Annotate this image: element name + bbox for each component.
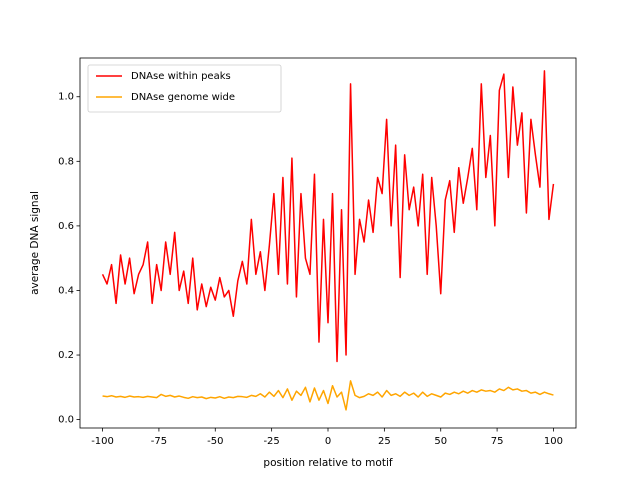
x-tick-label: 50 xyxy=(434,436,447,447)
y-tick-label: 0.6 xyxy=(58,221,74,232)
y-tick-label: 0.0 xyxy=(58,415,74,426)
x-tick-label: 75 xyxy=(491,436,504,447)
legend-label: DNAse within peaks xyxy=(131,71,231,82)
series-line xyxy=(102,380,554,411)
x-axis-label: position relative to motif xyxy=(263,457,392,469)
axes-frame xyxy=(79,57,577,429)
legend-label: DNAse genome wide xyxy=(131,92,235,103)
y-axis-label: average DNA signal xyxy=(29,191,41,295)
x-tick-label: -100 xyxy=(91,436,114,447)
y-tick-label: 0.8 xyxy=(58,156,74,167)
x-tick-label: 100 xyxy=(544,436,563,447)
x-tick-label: -25 xyxy=(263,436,279,447)
series-line xyxy=(101,70,555,363)
x-tick-label: -75 xyxy=(151,436,167,447)
x-tick-label: 25 xyxy=(378,436,391,447)
legend-box xyxy=(87,64,282,113)
x-tick-label: -50 xyxy=(207,436,223,447)
y-tick-label: 0.2 xyxy=(58,350,74,361)
y-tick-label: 0.4 xyxy=(58,285,74,296)
y-tick-label: 1.0 xyxy=(58,92,74,103)
x-tick-label: 0 xyxy=(325,436,331,447)
